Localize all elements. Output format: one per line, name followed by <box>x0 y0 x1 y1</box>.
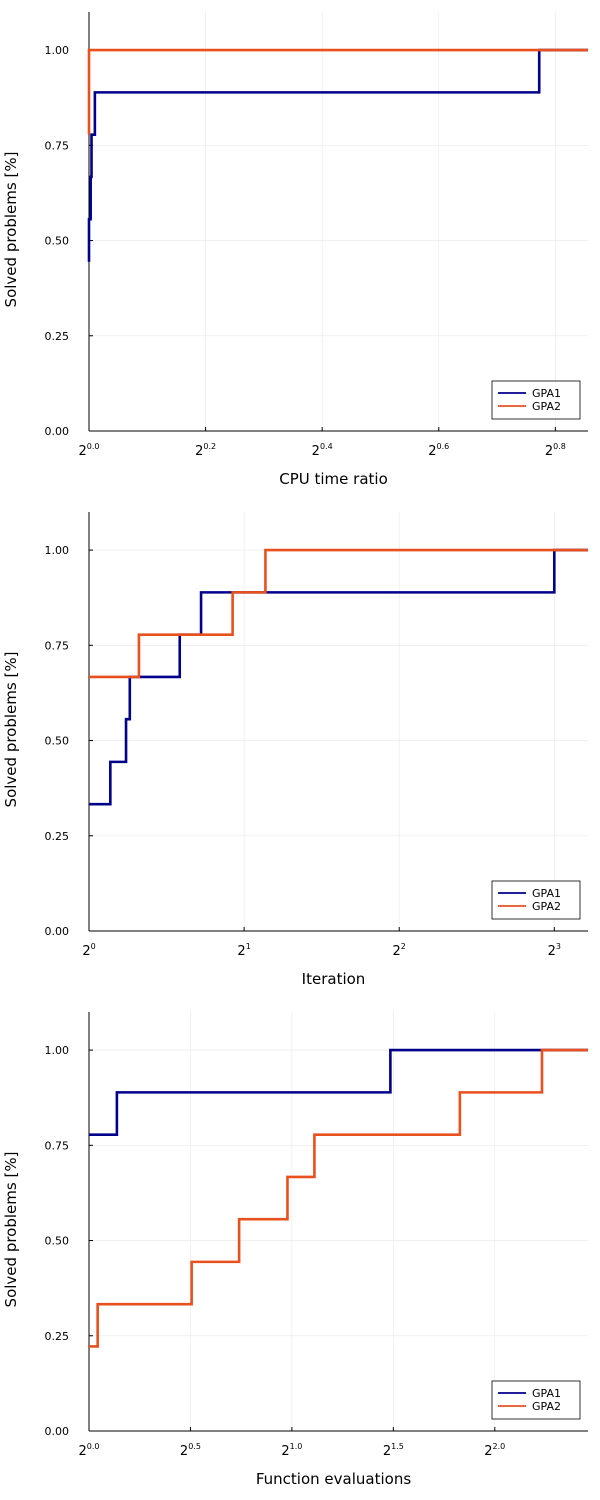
x-tick-label-3-2: 21.0 <box>281 1442 302 1459</box>
y-tick-label-1-3: 0.75 <box>45 139 70 152</box>
y-tick-label-3-1: 0.25 <box>45 1330 70 1343</box>
x-tick-label-2-3: 23 <box>548 942 561 959</box>
x-axis-label-1: CPU time ratio <box>279 470 388 488</box>
x-tick-label-2-1: 21 <box>237 942 250 959</box>
y-tick-label-2-3: 0.75 <box>45 639 70 652</box>
legend-box-2 <box>491 880 581 920</box>
legend-label-gpa2-3: GPA2 <box>532 1400 561 1413</box>
y-tick-label-2-1: 0.25 <box>45 830 70 843</box>
legend-label-gpa1-2: GPA1 <box>532 887 561 900</box>
x-tick-label-3-1: 20.5 <box>180 1442 201 1459</box>
legend-label-gpa2-1: GPA2 <box>532 400 561 413</box>
series-line-gpa1-3 <box>89 1048 588 1136</box>
x-tick-label-2-2: 22 <box>393 942 406 959</box>
series-line-gpa2-1 <box>87 48 588 135</box>
y-tick-label-1-1: 0.25 <box>45 330 70 343</box>
legend-label-gpa1-1: GPA1 <box>532 387 561 400</box>
x-tick-label-3-0: 20.0 <box>78 1442 99 1459</box>
x-tick-label-1-4: 20.8 <box>545 442 566 459</box>
y-tick-label-3-4: 1.00 <box>45 1044 70 1057</box>
y-tick-label-3-0: 0.00 <box>45 1425 70 1438</box>
series-line-gpa2-3 <box>89 1048 588 1348</box>
y-axis-label-1: Solved problems [%] <box>2 152 20 308</box>
y-tick-label-2-0: 0.00 <box>45 925 70 938</box>
y-tick-label-3-3: 0.75 <box>45 1139 70 1152</box>
x-tick-label-1-2: 20.4 <box>312 442 333 459</box>
y-axis-label-3: Solved problems [%] <box>2 1152 20 1308</box>
x-axis-label-3: Function evaluations <box>256 1470 411 1488</box>
x-tick-label-3-3: 21.5 <box>383 1442 404 1459</box>
x-tick-label-1-0: 20.0 <box>78 442 99 459</box>
x-tick-label-3-4: 22.0 <box>484 1442 505 1459</box>
series-line-gpa2-2 <box>89 548 588 679</box>
series-line-gpa1-2 <box>89 548 588 806</box>
x-tick-label-1-3: 20.6 <box>428 442 449 459</box>
y-tick-label-1-0: 0.00 <box>45 425 70 438</box>
y-tick-label-3-2: 0.50 <box>45 1235 70 1248</box>
y-tick-label-2-4: 1.00 <box>45 544 70 557</box>
legend-label-gpa2-2: GPA2 <box>532 900 561 913</box>
legend-label-gpa1-3: GPA1 <box>532 1387 561 1400</box>
legend-box-3 <box>491 1380 581 1420</box>
chart-panel-3: 0.00 0.25 0.50 0.75 1.00 20.0 20.5 21.0 21.5 22.0… <box>2 1012 588 1488</box>
y-tick-label-1-4: 1.00 <box>45 44 70 57</box>
y-tick-label-1-2: 0.50 <box>45 235 70 248</box>
y-axis-label-2: Solved problems [%] <box>2 652 20 808</box>
x-axis-label-2: Iteration <box>302 970 366 988</box>
x-tick-label-2-0: 20 <box>82 942 95 959</box>
legend-box-1 <box>491 380 581 420</box>
chart-panel-1: 0.00 0.25 0.50 0.75 1.00 20.0 20.2 20.4 20.6 20.8… <box>2 12 588 488</box>
y-tick-label-2-2: 0.50 <box>45 735 70 748</box>
chart-panel-2: 0.00 0.25 0.50 0.75 1.00 20 21 22 23 Iteration Sol… <box>2 512 588 988</box>
x-tick-label-1-1: 20.2 <box>195 442 216 459</box>
series-line-gpa1-1 <box>87 48 588 262</box>
